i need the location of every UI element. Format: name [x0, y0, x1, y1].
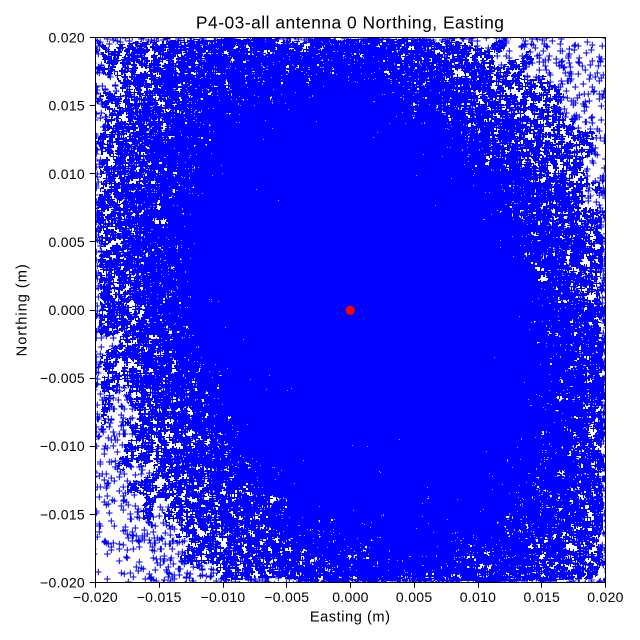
svg-text:0.015: 0.015	[524, 589, 561, 605]
svg-text:−0.005: −0.005	[40, 370, 85, 386]
svg-text:0.005: 0.005	[396, 589, 433, 605]
svg-text:0.000: 0.000	[332, 589, 369, 605]
svg-text:Easting (m): Easting (m)	[310, 609, 391, 625]
svg-text:0.000: 0.000	[48, 302, 85, 318]
svg-text:0.010: 0.010	[460, 589, 497, 605]
svg-text:−0.020: −0.020	[40, 575, 85, 591]
svg-text:0.015: 0.015	[48, 98, 85, 114]
svg-text:−0.010: −0.010	[40, 438, 85, 454]
svg-text:Northing (m): Northing (m)	[14, 263, 30, 356]
svg-text:0.005: 0.005	[48, 234, 85, 250]
svg-text:P4-03-all antenna 0 Northing,: P4-03-all antenna 0 Northing, Easting	[196, 12, 505, 32]
svg-text:−0.015: −0.015	[137, 589, 182, 605]
svg-text:−0.010: −0.010	[200, 589, 245, 605]
svg-text:−0.020: −0.020	[73, 589, 118, 605]
svg-text:−0.005: −0.005	[264, 589, 309, 605]
svg-text:0.020: 0.020	[587, 589, 624, 605]
svg-text:0.010: 0.010	[48, 166, 85, 182]
svg-text:−0.015: −0.015	[40, 506, 85, 522]
svg-text:0.020: 0.020	[48, 30, 85, 46]
